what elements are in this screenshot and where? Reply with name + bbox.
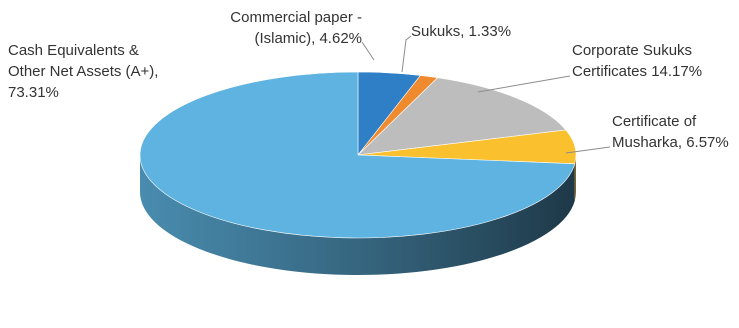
leader-lines bbox=[361, 35, 611, 154]
leader-sukuks bbox=[401, 35, 412, 73]
slice-cash-equivalents-other-net-assets-a bbox=[139, 71, 576, 239]
data-label-sukuks: Sukuks, 1.33% bbox=[411, 23, 511, 40]
data-label-corporate-sukuks-certificates: Corporate Sukuks Certificates 14.17% bbox=[572, 42, 702, 80]
pie-depth bbox=[140, 155, 576, 276]
leader-corporate-sukuks-certificates bbox=[477, 75, 571, 93]
slice-corporate-sukuks-certificates bbox=[357, 77, 567, 156]
slice-side-certificate-of-musharka bbox=[574, 155, 576, 201]
pie-slices bbox=[139, 71, 577, 239]
leader-certificate-of-musharka bbox=[565, 146, 611, 154]
data-label-certificate-of-musharka: Certificate of Musharka, 6.57% bbox=[612, 113, 729, 151]
data-labels: Commercial paper -(Islamic), 4.62% Sukuks… bbox=[8, 9, 729, 151]
data-label-cash-equivalents-other-net-assets-a: Cash Equivalents & Other Net Assets (A+),… bbox=[8, 42, 158, 101]
slice-side-cash-equivalents-other-net-assets-a bbox=[140, 155, 575, 276]
leader-commercial-paper-islamic bbox=[361, 41, 375, 61]
data-label-commercial-paper-islamic: Commercial paper -(Islamic), 4.62% bbox=[230, 9, 362, 47]
